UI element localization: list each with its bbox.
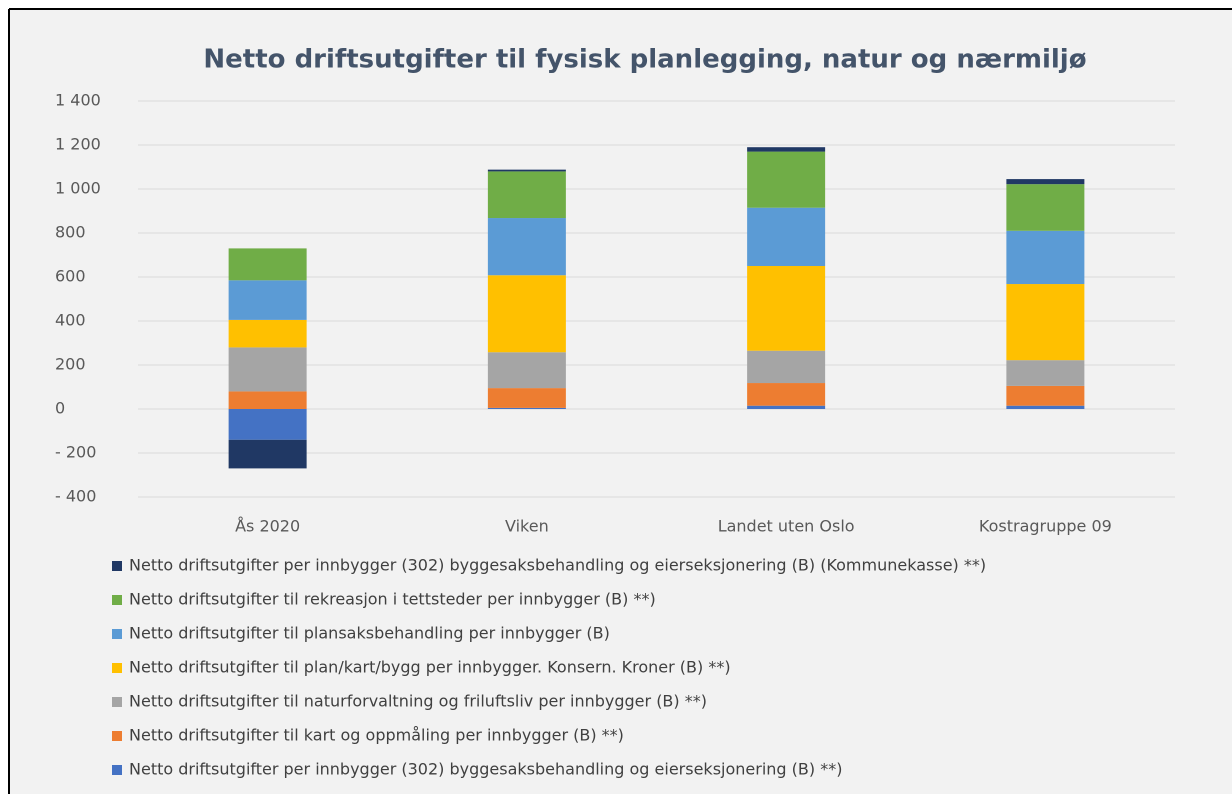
bar-segment: [487, 169, 566, 172]
legend-swatch: [112, 697, 122, 707]
y-tick-label: 0: [55, 399, 65, 418]
bar-segment: [228, 347, 307, 392]
x-tick-label: Landet uten Oslo: [718, 517, 855, 536]
bar-segment: [1006, 360, 1085, 386]
chart-title: Netto driftsutgifter til fysisk planlegg…: [203, 45, 1086, 75]
legend-label: Netto driftsutgifter per innbygger (302)…: [129, 556, 986, 575]
bar-segment: [487, 352, 566, 389]
y-tick-label: 1 400: [55, 91, 101, 110]
legend-label: Netto driftsutgifter til rekreasjon i te…: [129, 590, 656, 609]
bar-segment: [1006, 179, 1085, 185]
bar-segment: [747, 151, 826, 208]
x-tick-label: Ås 2020: [235, 517, 300, 536]
bar-segment: [747, 383, 826, 406]
legend-swatch: [112, 731, 122, 741]
bar-segment: [487, 388, 566, 408]
bar-segment: [228, 391, 307, 409]
bar-segment: [1006, 284, 1085, 361]
legend-label: Netto driftsutgifter per innbygger (302)…: [129, 760, 842, 779]
y-tick-label: 400: [55, 311, 86, 330]
bar-segment: [1006, 230, 1085, 285]
bar-segment: [1006, 405, 1085, 409]
bar-segment: [228, 409, 307, 440]
bar-segment: [1006, 385, 1085, 406]
bar-segment: [487, 171, 566, 219]
bar-segment: [747, 147, 826, 152]
bar-segment: [487, 218, 566, 276]
legend-label: Netto driftsutgifter til naturforvaltnin…: [129, 692, 707, 711]
bar-segment: [228, 248, 307, 281]
y-tick-label: 200: [55, 355, 86, 374]
legend-swatch: [112, 629, 122, 639]
bar-segment: [747, 350, 826, 384]
legend-label: Netto driftsutgifter til plansaksbehandl…: [129, 624, 610, 643]
x-tick-label: Kostragruppe 09: [979, 517, 1112, 536]
bar-segment: [747, 266, 826, 351]
legend-label: Netto driftsutgifter til kart og oppmåli…: [129, 726, 624, 745]
legend-swatch: [112, 595, 122, 605]
y-tick-label: 800: [55, 223, 86, 242]
y-tick-label: - 200: [55, 443, 96, 462]
x-tick-label: Viken: [505, 517, 549, 536]
y-tick-label: 1 000: [55, 179, 101, 198]
bar-segment: [487, 275, 566, 353]
y-tick-label: 600: [55, 267, 86, 286]
bar-segment: [1006, 184, 1085, 231]
legend-swatch: [112, 561, 122, 571]
y-tick-label: - 400: [55, 487, 96, 506]
bar-segment: [747, 405, 826, 409]
y-tick-label: 1 200: [55, 135, 101, 154]
bar-segment: [228, 319, 307, 348]
bar-segment: [228, 280, 307, 320]
legend-swatch: [112, 765, 122, 775]
legend-swatch: [112, 663, 122, 673]
bar-segment: [747, 207, 826, 266]
bar-segment: [487, 407, 566, 409]
legend-label: Netto driftsutgifter til plan/kart/bygg …: [129, 658, 731, 677]
bar-segment: [228, 439, 307, 469]
